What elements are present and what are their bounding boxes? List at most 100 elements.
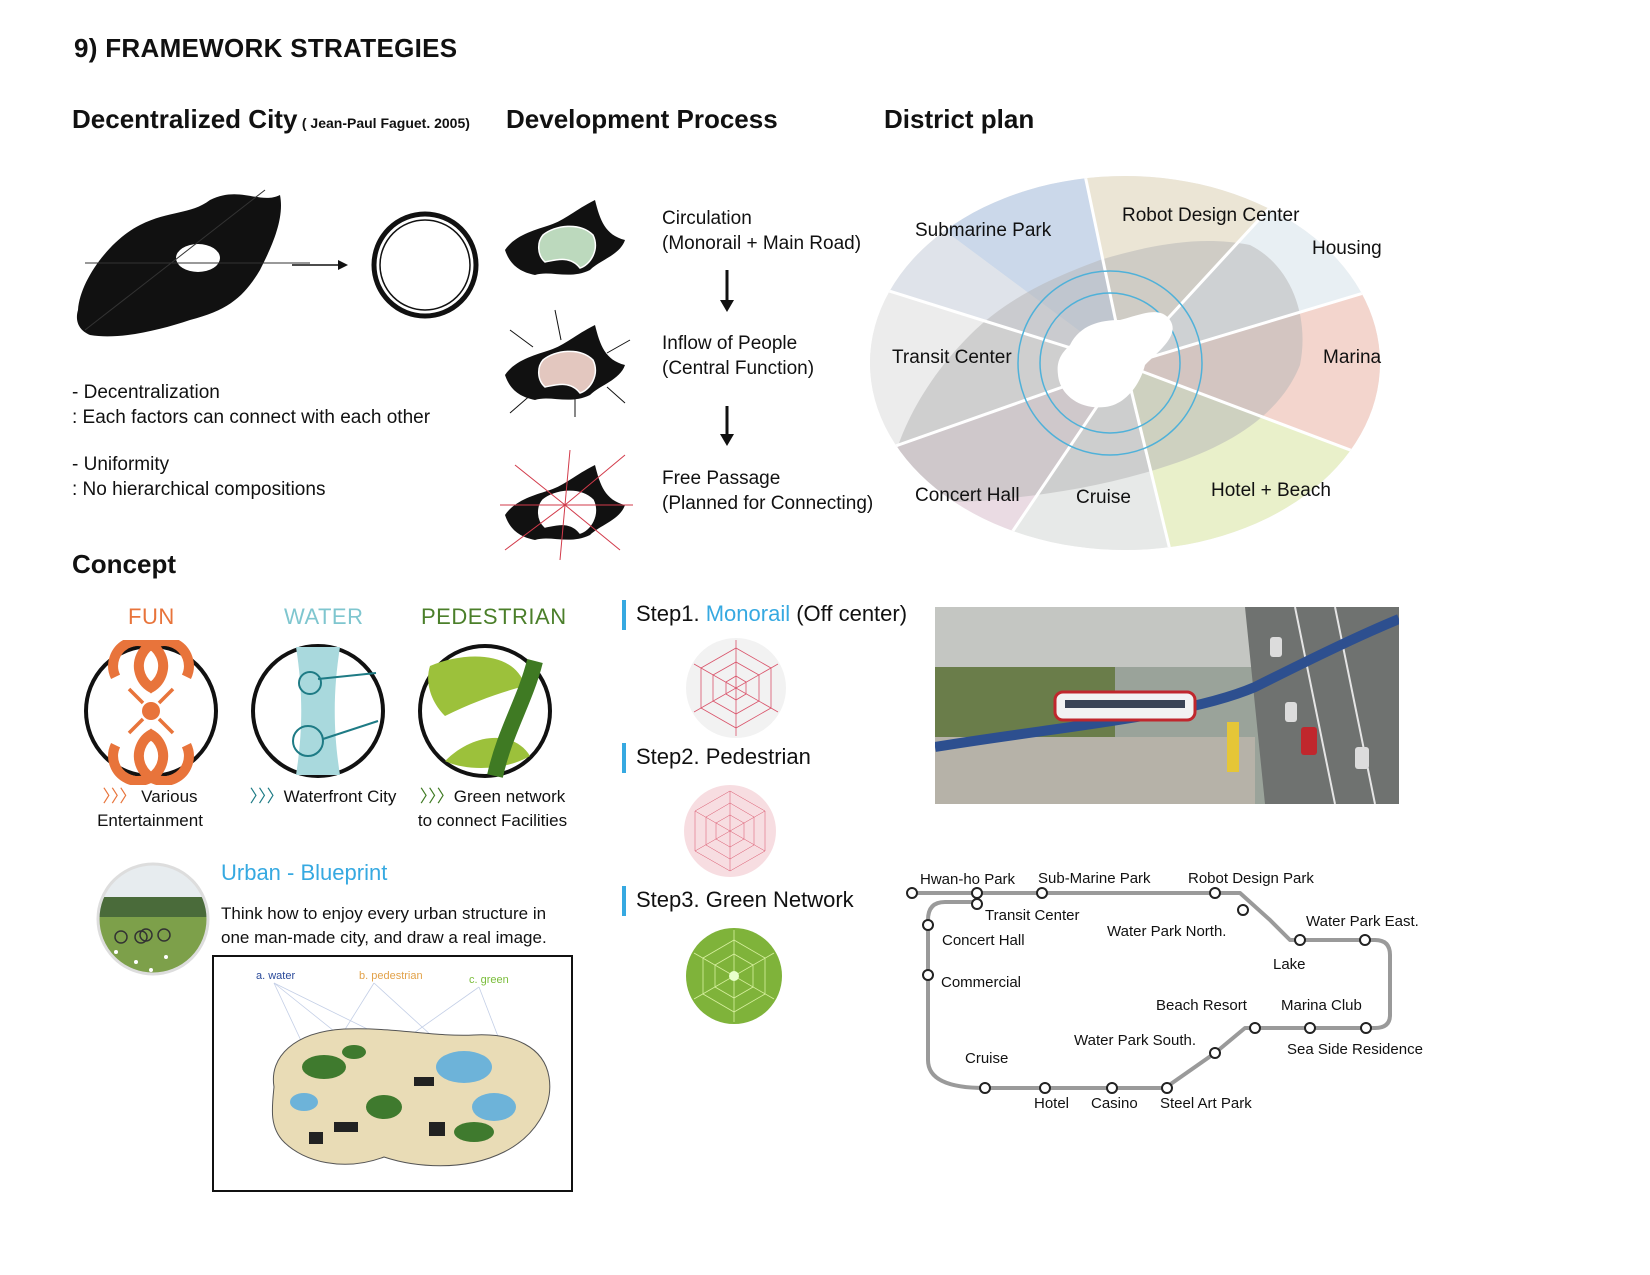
station-beach: [1249, 1022, 1261, 1034]
monorail-photo: [935, 607, 1399, 804]
station-label-hotel: Hotel: [1034, 1095, 1069, 1112]
station-label-hwanho: Hwan-ho Park: [920, 871, 1016, 888]
station-transit-1: [971, 887, 983, 899]
down-arrow-icon: [720, 434, 734, 446]
station-label-sea-side: Sea Side Residence: [1287, 1041, 1423, 1058]
concept-icons: [84, 640, 552, 785]
step-diagrams: [684, 638, 786, 1024]
blueprint-title: Urban - Blueprint: [221, 860, 388, 885]
station-label-marina: Marina Club: [1281, 997, 1362, 1014]
step-1-label: Step1. Monorail (Off center): [622, 600, 907, 630]
dev-step-1-title: Circulation: [662, 208, 752, 229]
station-hwanho: [906, 887, 918, 899]
station-label-beach: Beach Resort: [1156, 997, 1248, 1014]
zone-label-concert: Concert Hall: [915, 485, 1020, 506]
down-arrow-icon: [720, 300, 734, 312]
step-2-label: Step2. Pedestrian: [622, 743, 811, 773]
water-icon: [251, 644, 385, 778]
station-robot: [1209, 887, 1221, 899]
dev-down-arrows: [720, 270, 734, 446]
pedestrian-web-icon: [684, 785, 776, 877]
zone-label-housing: Housing: [1312, 238, 1382, 259]
dev-step-3: Free Passage (Planned for Connecting): [662, 466, 873, 516]
station-label-waterpark-south: Water Park South.: [1074, 1032, 1196, 1049]
station-label-cruise: Cruise: [965, 1050, 1008, 1067]
point1-text: : Each factors can connect with each oth…: [72, 407, 431, 428]
ring-circle: [371, 211, 479, 319]
station-waterpark-south: [1209, 1047, 1221, 1059]
station-lake: [1294, 934, 1306, 946]
step-3-marker: [622, 886, 626, 916]
station-label-lake: Lake: [1273, 956, 1306, 973]
station-label-steel-art: Steel Art Park: [1160, 1095, 1252, 1112]
station-casino: [1106, 1082, 1118, 1094]
concept-caption-pedestrian: 〉〉〉Green network to connect Facilities: [410, 785, 575, 833]
green-network-icon: [686, 928, 782, 1024]
station-submarine: [1036, 887, 1048, 899]
fun-caption-1: Various: [141, 787, 198, 806]
decentralized-heading: Decentralized City: [72, 104, 298, 134]
decentralized-heading-group: Decentralized City ( Jean-Paul Faguet. 2…: [72, 104, 470, 135]
station-waterpark-east: [1359, 934, 1371, 946]
zone-label-transit: Transit Center: [892, 347, 1012, 368]
dev-step-2: Inflow of People (Central Function): [662, 331, 814, 381]
monorail-train: [1053, 690, 1197, 722]
blueprint-map-frame: a. water b. pedestrian c. green: [212, 955, 573, 1192]
step-1-suffix: (Off center): [790, 600, 908, 626]
pedestrian-icon: [418, 644, 552, 778]
district-plan-diagram: [870, 176, 1380, 550]
water-arrows-icon: 〉〉〉: [249, 787, 284, 806]
concept-caption-water: 〉〉〉Waterfront City: [248, 785, 398, 809]
zone-label-marina: Marina: [1323, 347, 1382, 368]
station-marina: [1304, 1022, 1316, 1034]
route-map: Hwan-ho Park Sub-Marine Park Robot Desig…: [906, 870, 1423, 1112]
dev-step-3-sub: (Planned for Connecting): [662, 493, 874, 514]
station-label-waterpark-north: Water Park North.: [1107, 923, 1226, 940]
zone-label-robot: Robot Design Center: [1122, 205, 1300, 226]
district-center-shape: [1057, 312, 1173, 408]
station-waterpark-north: [1237, 904, 1249, 916]
station-label-robot: Robot Design Park: [1188, 870, 1314, 887]
decentralized-citation: ( Jean-Paul Faguet. 2005): [301, 115, 470, 131]
map-label-pedestrian: b. pedestrian: [359, 970, 423, 982]
station-hotel: [1039, 1082, 1051, 1094]
fun-arrows-icon: 〉〉〉: [102, 787, 137, 806]
point2-text: : No hierarchical compositions: [72, 479, 326, 500]
water-caption-1: Waterfront City: [283, 787, 397, 806]
pedestrian-arrows-icon: 〉〉〉: [419, 787, 454, 806]
step-2-marker: [622, 743, 626, 773]
city-blob-shape: [76, 194, 281, 337]
point1-title: - Decentralization: [72, 382, 220, 403]
station-steel-art: [1161, 1082, 1173, 1094]
station-concert: [922, 919, 934, 931]
station-label-commercial: Commercial: [941, 974, 1021, 991]
dev-step-2-sub: (Central Function): [662, 358, 815, 379]
pedestrian-caption-1: Green network: [453, 787, 566, 806]
zone-label-hotel: Hotel + Beach: [1211, 480, 1331, 501]
bicycle-photo: [96, 862, 210, 976]
point2-title: - Uniformity: [72, 454, 170, 475]
concept-word-pedestrian: PEDESTRIAN: [421, 604, 567, 629]
dev-stage-circulation: [505, 200, 625, 275]
zone-label-cruise: Cruise: [1076, 487, 1131, 508]
district-outer-ring: [1017, 270, 1203, 456]
fun-icon: [84, 640, 218, 785]
station-label-submarine: Sub-Marine Park: [1038, 870, 1151, 887]
pedestrian-caption-2: to connect Facilities: [417, 811, 568, 830]
development-diagrams: [500, 200, 633, 561]
blueprint-map: a. water b. pedestrian c. green: [256, 970, 551, 1167]
station-sea-side: [1360, 1022, 1372, 1034]
district-inner-ring: [1039, 292, 1181, 434]
station-transit-2: [971, 898, 983, 910]
station-label-concert: Concert Hall: [942, 932, 1025, 949]
page-title: 9) FRAMEWORK STRATEGIES: [74, 33, 458, 63]
blueprint-text-2: one man-made city, and draw a real image…: [221, 928, 547, 947]
step-3-label: Step3. Green Network: [622, 886, 854, 916]
dev-stage-free-passage: [500, 449, 633, 561]
city-blob-hole: [176, 244, 220, 272]
zone-label-submarine: Submarine Park: [915, 220, 1052, 241]
step-3-prefix: Step3. Green Network: [636, 886, 854, 912]
station-label-waterpark-east: Water Park East.: [1306, 913, 1419, 930]
step-2-prefix: Step2. Pedestrian: [636, 743, 811, 769]
monorail-web-icon: [686, 638, 786, 738]
